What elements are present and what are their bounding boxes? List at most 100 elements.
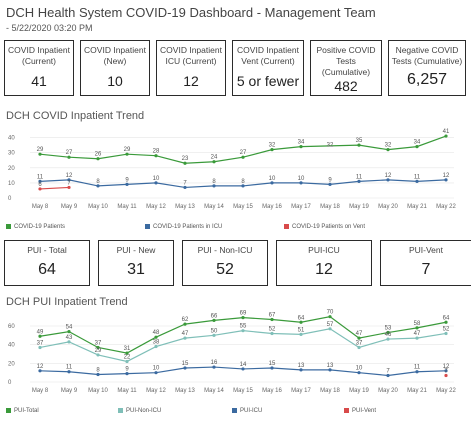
data-label: 14 — [240, 362, 247, 368]
data-point — [357, 371, 361, 375]
data-label: 16 — [211, 360, 218, 366]
kpi-value: 482 — [334, 78, 358, 94]
legend-swatch — [6, 224, 11, 229]
data-label: 54 — [66, 325, 73, 331]
data-label: 27 — [240, 150, 247, 156]
data-label: 7 — [183, 180, 187, 186]
data-label: 37 — [37, 340, 44, 346]
x-tick-label: May 21 — [407, 204, 427, 210]
data-point — [444, 331, 448, 336]
data-point — [96, 353, 100, 357]
y-tick-label: 0 — [8, 196, 12, 202]
x-tick-label: May 12 — [146, 388, 166, 394]
data-label: 37 — [95, 340, 102, 346]
data-point — [241, 329, 245, 333]
data-point — [241, 316, 245, 320]
data-label: 29 — [95, 348, 102, 354]
data-label: 67 — [269, 312, 276, 318]
kpi-covid-inpatient-icu: COVID Inpatient ICU (Current) 12 — [156, 40, 226, 96]
kpi-row-covid: COVID Inpatient (Current) 41 COVID Inpat… — [4, 40, 466, 96]
data-label: 69 — [240, 311, 247, 317]
data-label: 52 — [269, 326, 276, 332]
x-tick-label: May 14 — [204, 204, 224, 210]
kpi-label: PUI - New — [116, 245, 156, 255]
data-label: 12 — [385, 173, 392, 179]
data-point — [212, 318, 216, 322]
data-point — [183, 336, 187, 340]
y-tick-label: 20 — [8, 166, 15, 172]
data-label: 10 — [356, 366, 363, 372]
kpi-value: 7 — [421, 261, 431, 278]
y-tick-label: 30 — [8, 151, 15, 157]
data-label: 58 — [414, 321, 421, 327]
data-label: 35 — [356, 138, 363, 144]
data-label: 10 — [153, 366, 160, 372]
data-label: 47 — [182, 331, 189, 337]
chart-title-covid: DCH COVID Inpatient Trend — [6, 110, 145, 122]
data-point — [299, 320, 303, 324]
legend-label: COVID-19 Patients on Vent — [292, 224, 365, 230]
series-line-0 — [39, 135, 447, 164]
data-label: 7 — [444, 368, 448, 374]
data-label: 62 — [182, 317, 189, 323]
data-point — [357, 336, 361, 340]
kpi-value: 12 — [315, 261, 333, 278]
data-point — [125, 182, 129, 186]
legend-swatch — [344, 408, 349, 413]
data-point — [444, 369, 448, 373]
data-label: 41 — [443, 129, 450, 135]
data-label: 10 — [298, 176, 305, 182]
data-point — [154, 335, 158, 339]
kpi-pui-vent: PUI-Vent 7 — [380, 240, 471, 286]
x-tick-label: May 16 — [262, 204, 282, 210]
data-label: 47 — [356, 331, 363, 337]
x-tick-label: May 16 — [262, 388, 282, 394]
x-tick-label: May 11 — [117, 204, 137, 210]
data-label: 23 — [182, 156, 189, 162]
data-label: 7 — [67, 180, 71, 186]
kpi-label: COVID Inpatient (Current) — [8, 45, 70, 66]
data-label: 13 — [298, 363, 305, 369]
x-tick-label: May 9 — [61, 204, 78, 210]
data-point — [154, 371, 158, 375]
data-point — [212, 365, 216, 369]
data-point — [270, 331, 274, 336]
x-tick-label: May 11 — [117, 388, 137, 394]
data-label: 46 — [385, 332, 392, 338]
kpi-pui-non-icu: PUI - Non-ICU 52 — [182, 240, 268, 286]
data-point — [154, 154, 158, 158]
data-point — [154, 344, 158, 349]
kpi-positive-tests: Positive COVID Tests (Cumulative) 482 — [310, 40, 382, 96]
data-point — [67, 340, 71, 344]
kpi-label: COVID Inpatient ICU (Current) — [160, 45, 222, 66]
kpi-covid-inpatient-vent: COVID Inpatient Vent (Current) 5 or fewe… — [232, 40, 304, 96]
x-tick-label: May 13 — [175, 204, 195, 210]
data-point — [415, 336, 419, 340]
kpi-label: PUI-ICU — [308, 245, 340, 255]
kpi-label: PUI-Vent — [408, 245, 444, 255]
x-tick-label: May 15 — [233, 204, 253, 210]
data-label: 12 — [66, 173, 73, 179]
data-point — [299, 368, 303, 372]
x-tick-label: May 17 — [291, 388, 311, 394]
data-label: 29 — [37, 147, 44, 153]
data-point — [125, 152, 129, 156]
data-label: 8 — [241, 179, 245, 185]
data-label: 11 — [414, 365, 421, 371]
data-point — [357, 179, 361, 183]
data-point — [183, 322, 187, 326]
kpi-negative-tests: Negative COVID Tests (Cumulative) 6,257 — [388, 40, 466, 96]
data-point — [67, 155, 71, 159]
data-label: 48 — [153, 330, 160, 336]
data-point — [386, 337, 390, 341]
x-tick-label: May 15 — [233, 388, 253, 394]
x-tick-label: May 10 — [88, 204, 108, 210]
data-label: 7 — [386, 368, 390, 374]
data-label: 32 — [327, 143, 334, 149]
data-label: 6 — [38, 182, 42, 188]
data-label: 66 — [211, 313, 218, 319]
series-line-2 — [39, 186, 70, 190]
data-point — [241, 367, 245, 371]
data-label: 11 — [66, 365, 73, 371]
legend-label: PUI-Vent — [352, 408, 376, 414]
